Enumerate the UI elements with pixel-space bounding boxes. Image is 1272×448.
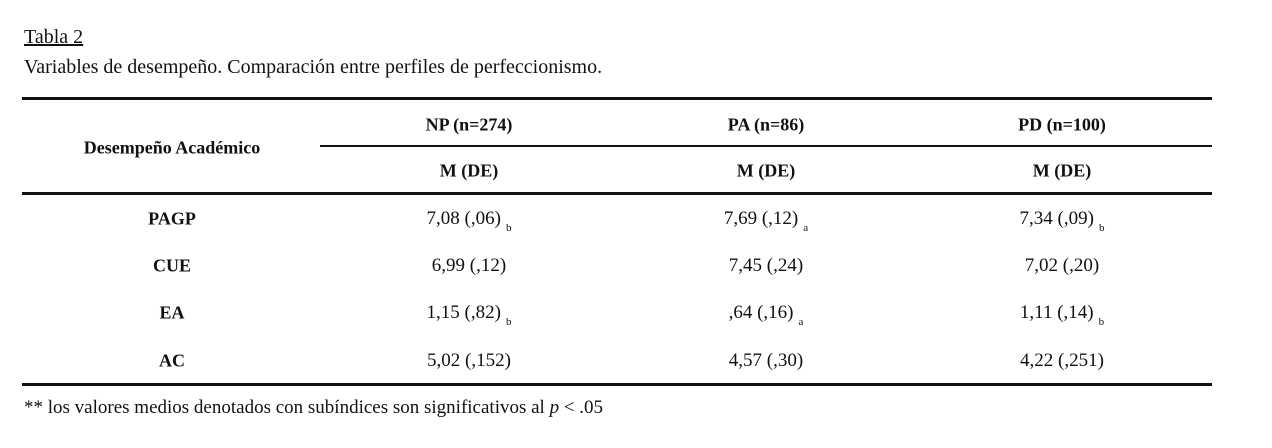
- top-rule: [22, 97, 1212, 100]
- table-cell: 7,45 (,24): [729, 255, 803, 277]
- cell-value: 6,99 (,12): [431, 255, 507, 276]
- cell-value: 7,02 (,20): [1024, 255, 1100, 276]
- table-cell: 1,11 (,14) b: [1019, 302, 1104, 328]
- row-label: CUE: [152, 255, 192, 276]
- cell-subscript: b: [1098, 316, 1105, 328]
- cell-subscript: b: [505, 222, 512, 234]
- cell-value: 5,02 (,152): [427, 350, 511, 371]
- cell-value: 7,69 (,12): [723, 208, 799, 229]
- note-text: ** los valores medios denotados con subí…: [24, 397, 550, 418]
- cell-subscript: a: [803, 222, 809, 234]
- cell-value: 4,57 (,30): [728, 350, 804, 371]
- table-title: Tabla 2: [24, 26, 84, 48]
- table-cell: 7,34 (,09) b: [1019, 208, 1105, 234]
- table-cell: 6,99 (,12): [432, 255, 506, 277]
- table-cell: 4,22 (,251): [1020, 350, 1104, 372]
- row-label: PAGP: [148, 208, 196, 229]
- group-header: NP (n=274): [425, 114, 513, 135]
- row-label: AC: [159, 350, 185, 371]
- cell-subscript: b: [505, 316, 512, 328]
- table-cell: 5,02 (,152): [427, 350, 511, 372]
- table-note: ** los valores medios denotados con subí…: [24, 397, 603, 419]
- table-cell: 7,08 (,06) b: [426, 208, 512, 234]
- row-label: EA: [159, 302, 185, 323]
- note-italic: p: [549, 397, 560, 418]
- note-text: < .05: [559, 397, 604, 418]
- table-cell: 7,69 (,12) a: [723, 208, 808, 234]
- sub-header: M (DE): [736, 160, 796, 181]
- group-header: PA (n=86): [727, 114, 805, 135]
- header-rule: [22, 192, 1212, 195]
- cell-value: 4,22 (,251): [1020, 350, 1104, 371]
- cell-value: ,64 (,16): [728, 302, 794, 323]
- cell-value: 1,11 (,14): [1019, 302, 1094, 323]
- cell-value: 7,08 (,06): [426, 208, 501, 229]
- cell-value: 7,45 (,24): [728, 255, 804, 276]
- sub-header: M (DE): [439, 160, 499, 181]
- cell-subscript: a: [798, 316, 804, 328]
- table-subtitle: Variables de desempeño. Comparación entr…: [24, 56, 603, 78]
- cell-subscript: b: [1098, 222, 1105, 234]
- table-cell: 1,15 (,82) b: [426, 302, 512, 328]
- table-cell: 4,57 (,30): [729, 350, 803, 372]
- bottom-rule: [22, 383, 1212, 386]
- cell-value: 7,34 (,09): [1019, 208, 1094, 229]
- table-cell: 7,02 (,20): [1025, 255, 1099, 277]
- cell-value: 1,15 (,82): [426, 302, 501, 323]
- row-header: Desempeño Académico: [83, 137, 261, 158]
- sub-header: M (DE): [1032, 160, 1092, 181]
- group-rule: [320, 145, 1212, 147]
- table-cell: ,64 (,16) a: [728, 302, 804, 328]
- group-header: PD (n=100): [1018, 114, 1106, 135]
